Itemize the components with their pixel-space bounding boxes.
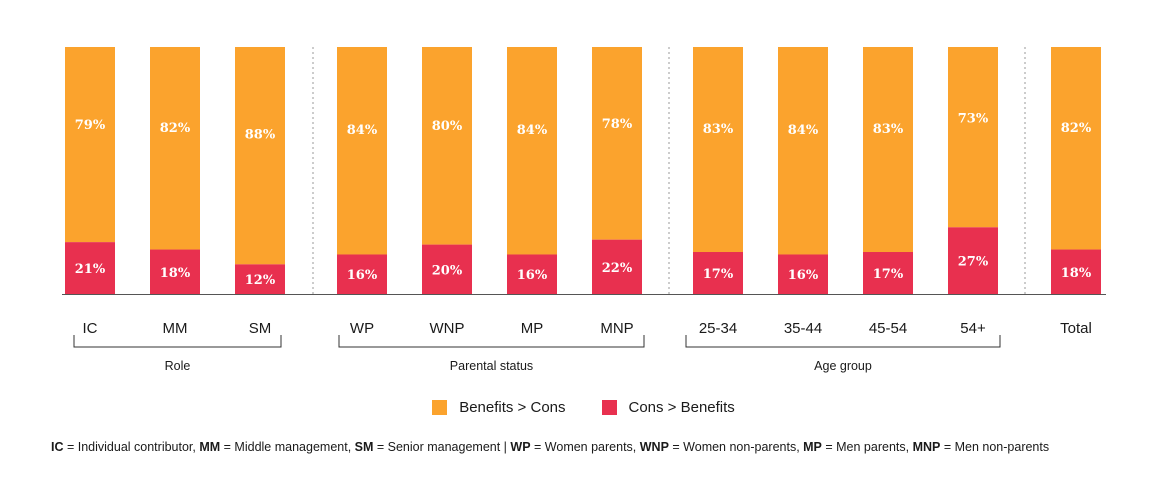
footnote-abbr: MP: [803, 440, 822, 454]
group-bracket: [73, 335, 282, 348]
bar-benefits: [507, 47, 557, 255]
footnote-text: = Women parents,: [530, 440, 640, 454]
bar-benefits: [592, 47, 642, 240]
legend-item-cons: Cons > Benefits: [601, 399, 735, 416]
x-tick-label: IC: [83, 320, 98, 337]
footnote-text: = Women non-parents,: [668, 440, 804, 454]
bar-cons: [592, 239, 642, 294]
footnote-text: = Senior management |: [373, 440, 511, 454]
legend-swatch-benefits: [432, 400, 448, 415]
data-label-cons: 17%: [873, 267, 904, 282]
data-label-benefits: 82%: [160, 121, 191, 136]
group-bracket: [685, 335, 1001, 348]
x-tick-label: SM: [249, 320, 272, 337]
bar-cons: [507, 254, 557, 294]
bar-benefits: [150, 47, 200, 250]
data-label-cons: 16%: [517, 268, 548, 283]
bar-benefits: [778, 47, 828, 255]
group-bracket: [338, 335, 645, 348]
data-label-benefits: 82%: [1061, 121, 1092, 136]
footnote: IC = Individual contributor, MM = Middle…: [51, 440, 1049, 454]
data-label-cons: 21%: [75, 262, 106, 277]
data-label-benefits: 79%: [75, 118, 106, 133]
data-label-benefits: 83%: [873, 122, 904, 137]
footnote-abbr: WNP: [639, 440, 669, 454]
x-tick-label: MP: [521, 320, 544, 337]
bar-cons: [778, 254, 828, 294]
legend: Benefits > Cons Cons > Benefits: [0, 399, 1167, 416]
footnote-text: = Middle management,: [220, 440, 355, 454]
bar-cons: [235, 264, 285, 294]
x-tick-label: WP: [350, 320, 374, 337]
data-label-benefits: 88%: [245, 127, 276, 142]
footnote-text: = Men non-parents: [940, 440, 1050, 454]
group-label: Parental status: [450, 359, 533, 373]
data-label-cons: 22%: [602, 261, 633, 276]
x-tick-label: Total: [1060, 320, 1092, 337]
data-label-benefits: 80%: [432, 119, 463, 134]
data-label-benefits: 78%: [602, 117, 633, 132]
x-tick-label: 45-54: [869, 320, 907, 337]
stacked-bar-chart: 79% 21% IC 82% 18% MM 88% 12% SM 84% 16% WP 80% 20% WN…: [62, 47, 1106, 373]
data-label-benefits: 84%: [517, 123, 548, 138]
footnote-abbr: WP: [510, 440, 531, 454]
legend-label-cons: Cons > Benefits: [628, 399, 735, 416]
bar-cons: [337, 254, 387, 294]
footnote-abbr: SM: [354, 440, 374, 454]
data-label-cons: 12%: [245, 273, 276, 288]
bar-benefits: [863, 47, 913, 253]
bar-benefits: [235, 47, 285, 265]
data-label-cons: 16%: [347, 268, 378, 283]
legend-swatch-cons: [601, 400, 617, 415]
footnote-text: = Individual contributor,: [63, 440, 200, 454]
data-label-cons: 18%: [160, 266, 191, 281]
x-tick-label: 25-34: [699, 320, 737, 337]
x-tick-label: WNP: [430, 320, 465, 337]
bar-benefits: [337, 47, 387, 255]
bar-benefits: [948, 47, 998, 228]
bar-benefits: [1051, 47, 1101, 250]
bar-cons: [65, 242, 115, 294]
x-tick-label: MNP: [600, 320, 633, 337]
x-tick-label: 35-44: [784, 320, 822, 337]
data-label-benefits: 84%: [347, 123, 378, 138]
bar-cons: [422, 244, 472, 294]
data-label-cons: 20%: [432, 263, 463, 278]
data-label-benefits: 84%: [788, 123, 819, 138]
bar-benefits: [693, 47, 743, 253]
bar-cons: [693, 252, 743, 294]
x-tick-label: MM: [163, 320, 188, 337]
footnote-text: = Men parents,: [821, 440, 913, 454]
data-label-cons: 16%: [788, 268, 819, 283]
data-label-cons: 27%: [958, 255, 989, 270]
bar-cons: [948, 227, 998, 294]
data-label-benefits: 73%: [958, 112, 989, 127]
data-label-cons: 18%: [1061, 266, 1092, 281]
data-label-cons: 17%: [703, 267, 734, 282]
x-tick-label: 54+: [960, 320, 986, 337]
footnote-abbr: MM: [199, 440, 221, 454]
group-label: Role: [165, 359, 191, 373]
legend-item-benefits: Benefits > Cons: [432, 399, 566, 416]
bar-benefits: [422, 47, 472, 245]
data-label-benefits: 83%: [703, 122, 734, 137]
footnote-abbr: IC: [51, 440, 64, 454]
footnote-abbr: MNP: [912, 440, 941, 454]
group-label: Age group: [814, 359, 872, 373]
legend-label-benefits: Benefits > Cons: [459, 399, 566, 416]
bar-cons: [863, 252, 913, 294]
bar-cons: [150, 249, 200, 294]
bar-benefits: [65, 47, 115, 243]
bar-cons: [1051, 249, 1101, 294]
